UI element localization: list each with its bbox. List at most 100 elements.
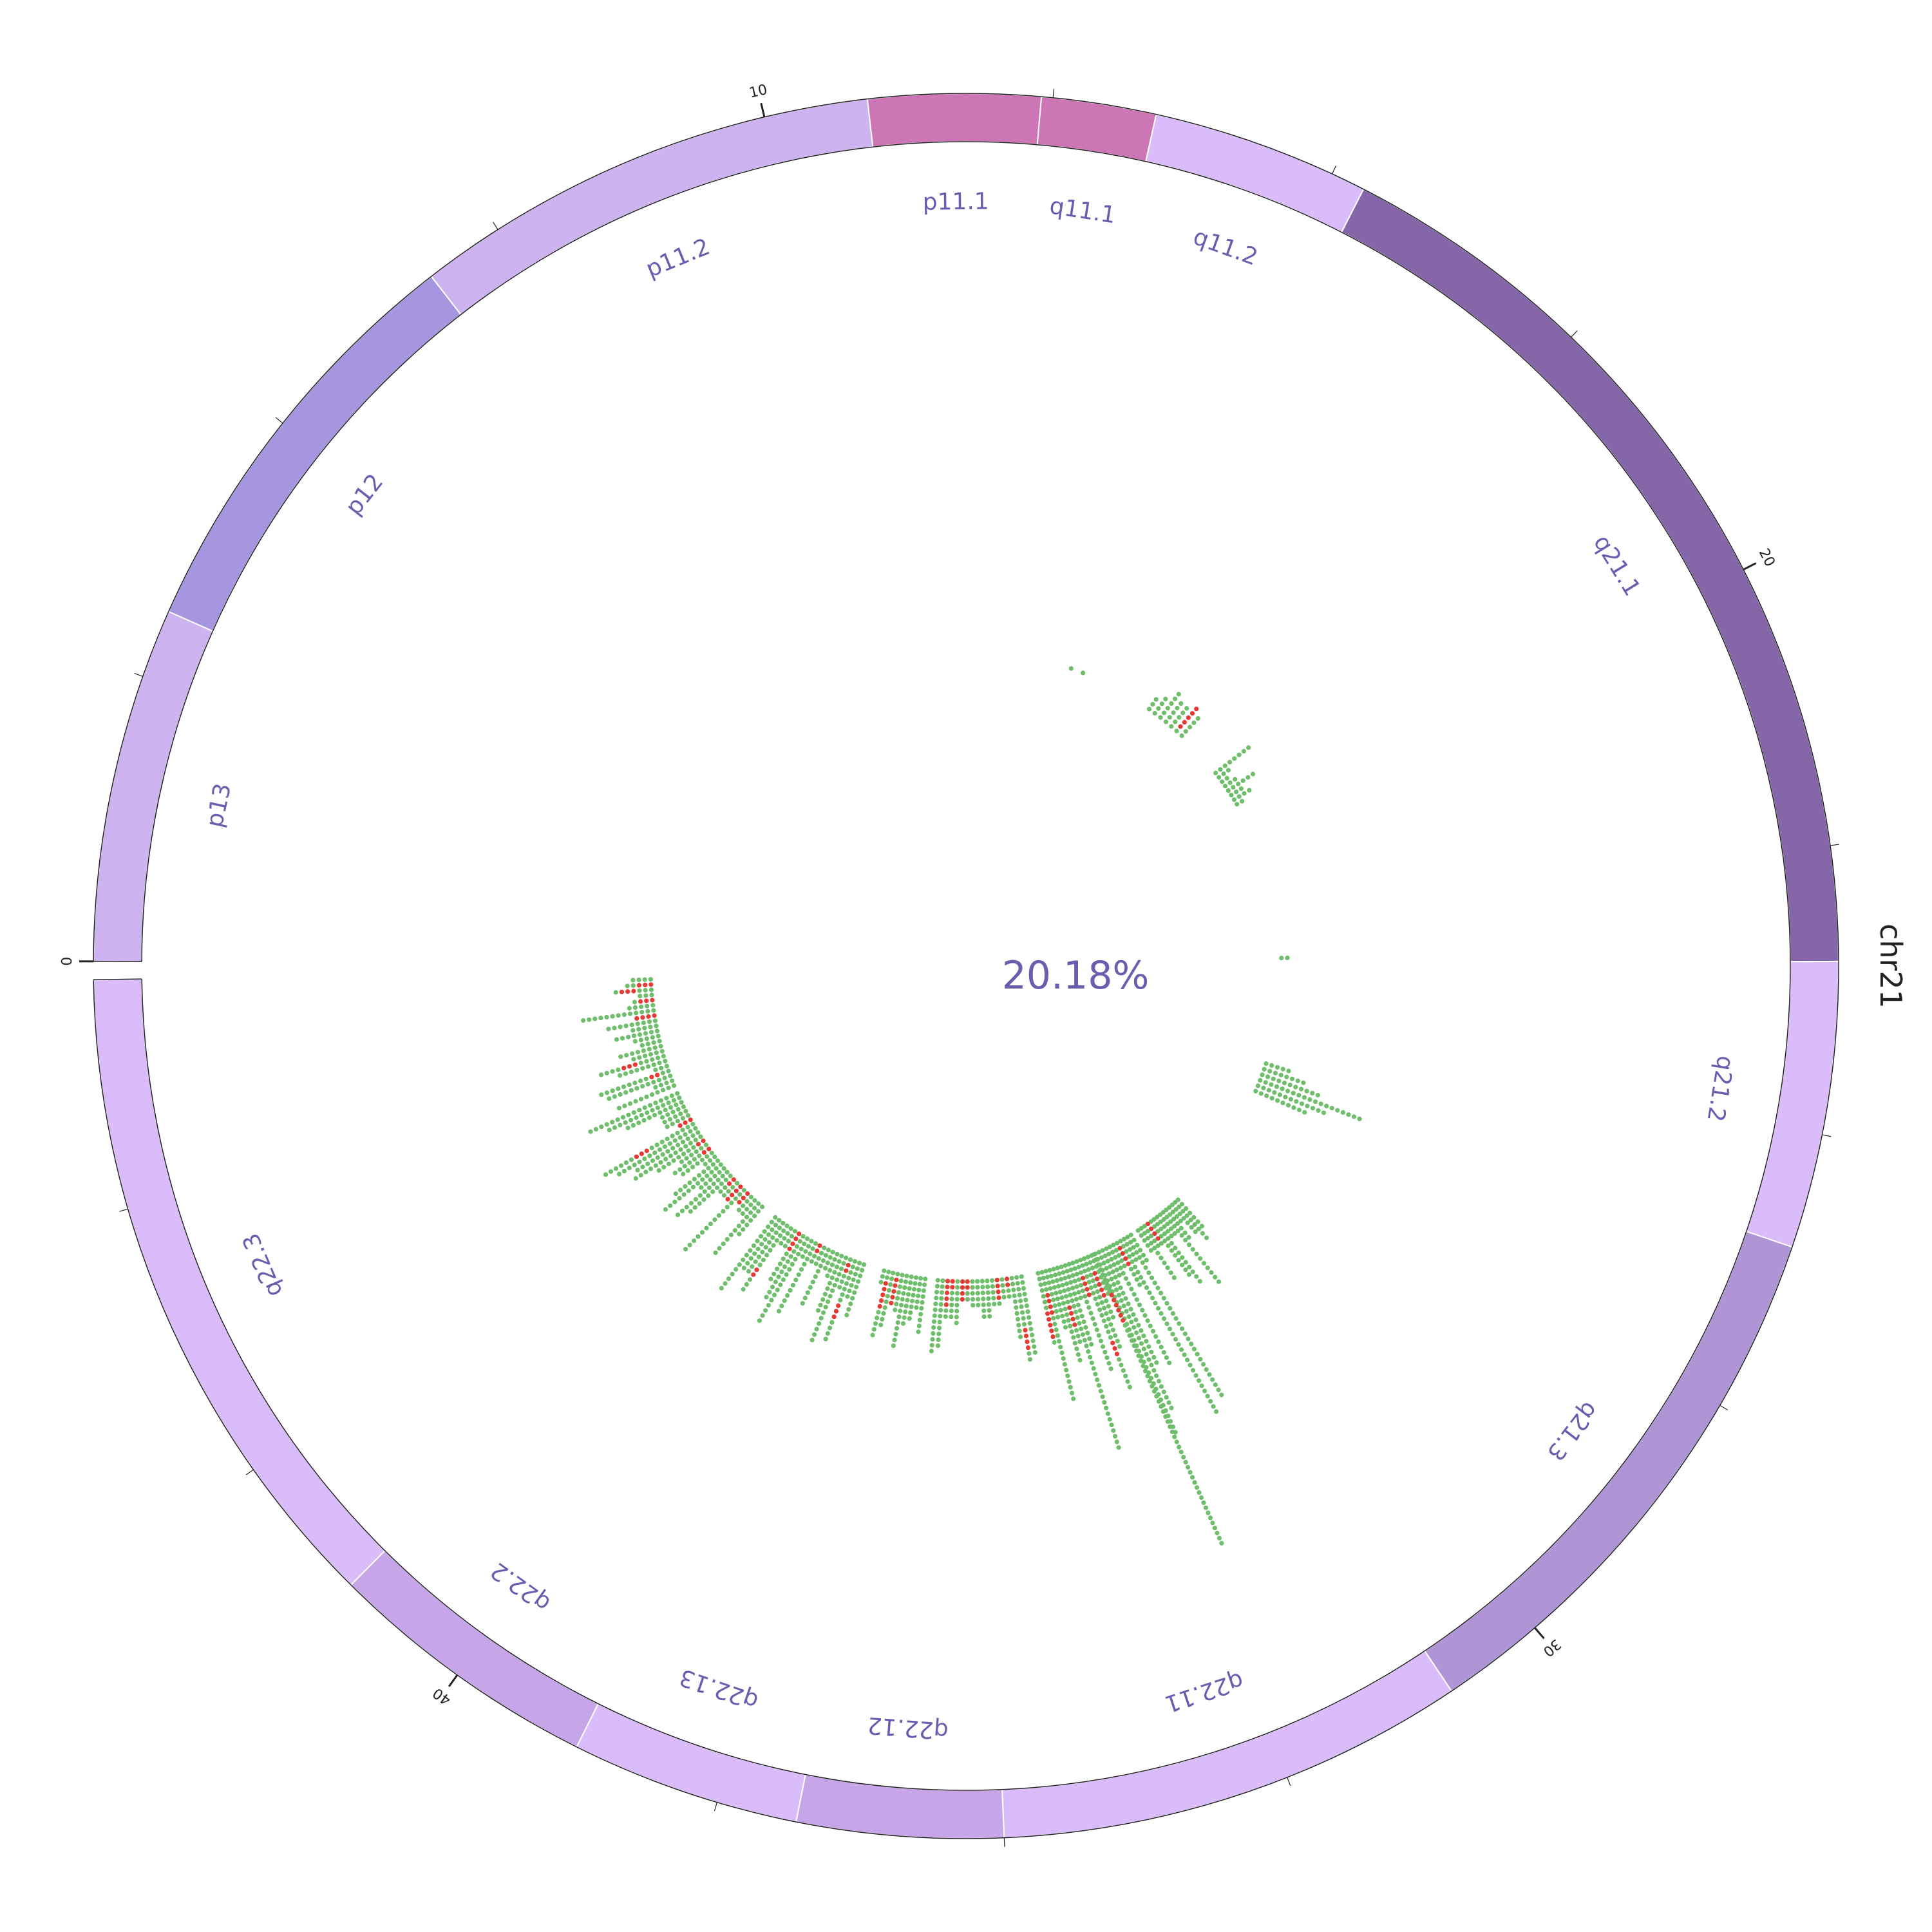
point-green xyxy=(1128,1267,1134,1272)
point-green xyxy=(1273,1070,1278,1075)
point-green xyxy=(1104,1265,1109,1271)
point-green xyxy=(620,1036,625,1041)
point-green xyxy=(1165,1265,1170,1271)
point-green xyxy=(976,1302,981,1308)
point-green xyxy=(1096,1333,1101,1338)
point-green xyxy=(1104,1311,1109,1316)
point-green xyxy=(1226,788,1231,793)
point-green xyxy=(1220,779,1225,784)
point-green xyxy=(623,1120,628,1125)
point-red xyxy=(1189,711,1195,716)
point-green xyxy=(987,1308,992,1313)
point-green xyxy=(1285,955,1290,960)
point-green xyxy=(895,1271,900,1276)
point-green xyxy=(621,1012,627,1018)
point-green xyxy=(696,1234,701,1239)
point-green xyxy=(1121,1236,1126,1242)
point-green xyxy=(1213,770,1218,775)
point-green xyxy=(819,1316,824,1321)
point-green xyxy=(1100,1394,1105,1399)
point-green xyxy=(655,1090,660,1095)
point-green xyxy=(651,1008,656,1013)
point-green xyxy=(658,1098,663,1103)
point-green xyxy=(675,1130,680,1135)
point-green xyxy=(1098,1267,1103,1273)
point-red xyxy=(636,983,642,988)
tick-major xyxy=(1743,562,1757,571)
point-green xyxy=(1118,1285,1123,1291)
point-green xyxy=(902,1285,907,1290)
point-green xyxy=(1179,1326,1185,1331)
point-green xyxy=(1017,1329,1022,1334)
point-green xyxy=(1097,1294,1103,1300)
point-green xyxy=(1287,1083,1293,1088)
point-green xyxy=(1016,1287,1021,1292)
point-green xyxy=(1089,1360,1094,1365)
point-green xyxy=(1047,1267,1052,1273)
point-green xyxy=(748,1218,753,1223)
point-green xyxy=(931,1319,937,1324)
point-green xyxy=(1340,1110,1345,1115)
point-green xyxy=(692,1177,697,1182)
point-green xyxy=(1137,1302,1142,1307)
point-green xyxy=(652,1150,658,1155)
point-green xyxy=(814,1327,819,1332)
band-label: q21.1 xyxy=(1588,531,1645,601)
point-green xyxy=(644,1059,649,1064)
point-green xyxy=(1159,701,1164,706)
point-red xyxy=(706,1146,712,1151)
point-green xyxy=(719,1285,724,1291)
point-red xyxy=(1110,1340,1115,1345)
point-green xyxy=(618,1054,623,1059)
point-green xyxy=(1187,1264,1192,1269)
point-green xyxy=(949,1302,954,1307)
point-green xyxy=(858,1273,863,1278)
point-green xyxy=(920,1294,925,1299)
point-green xyxy=(1046,1280,1052,1285)
point-green xyxy=(1156,1379,1162,1384)
point-green xyxy=(1236,781,1241,786)
point-green xyxy=(700,1177,705,1182)
point-green xyxy=(1165,1222,1170,1227)
point-green xyxy=(1165,706,1170,711)
point-green xyxy=(664,1081,669,1086)
point-green xyxy=(1168,1306,1173,1311)
point-red xyxy=(1049,1310,1055,1315)
point-green xyxy=(1140,1260,1145,1265)
point-green xyxy=(832,1270,837,1275)
point-green xyxy=(1057,1271,1062,1276)
point-green xyxy=(690,1164,696,1170)
point-green xyxy=(1196,1226,1201,1231)
point-green xyxy=(1066,1318,1071,1323)
point-green xyxy=(747,1277,753,1282)
point-green xyxy=(748,1202,753,1208)
point-green xyxy=(683,1247,688,1252)
point-green xyxy=(1127,1333,1132,1338)
point-green xyxy=(1015,1281,1020,1286)
point-green xyxy=(1224,775,1229,781)
point-green xyxy=(921,1288,926,1293)
point-green xyxy=(680,1139,685,1144)
point-green xyxy=(873,1321,878,1326)
point-green xyxy=(607,1128,612,1133)
point-green xyxy=(658,1147,663,1152)
point-green xyxy=(857,1260,862,1265)
point-green xyxy=(1163,1414,1168,1419)
point-green xyxy=(876,1309,881,1315)
point-green xyxy=(1173,1253,1178,1258)
point-green xyxy=(1176,1342,1181,1347)
point-green xyxy=(954,1303,960,1308)
point-green xyxy=(1106,1361,1112,1366)
point-green xyxy=(825,1260,830,1265)
point-green xyxy=(785,1259,790,1264)
point-green xyxy=(1070,1285,1075,1291)
point-green xyxy=(1115,1280,1121,1285)
point-green xyxy=(1217,1535,1222,1540)
point-green xyxy=(616,1171,622,1177)
point-green xyxy=(1163,696,1168,701)
point-green xyxy=(1145,1229,1150,1234)
point-green xyxy=(1063,1294,1069,1299)
point-green xyxy=(932,1313,937,1318)
scatter-track xyxy=(581,666,1362,1546)
point-green xyxy=(933,1302,938,1307)
